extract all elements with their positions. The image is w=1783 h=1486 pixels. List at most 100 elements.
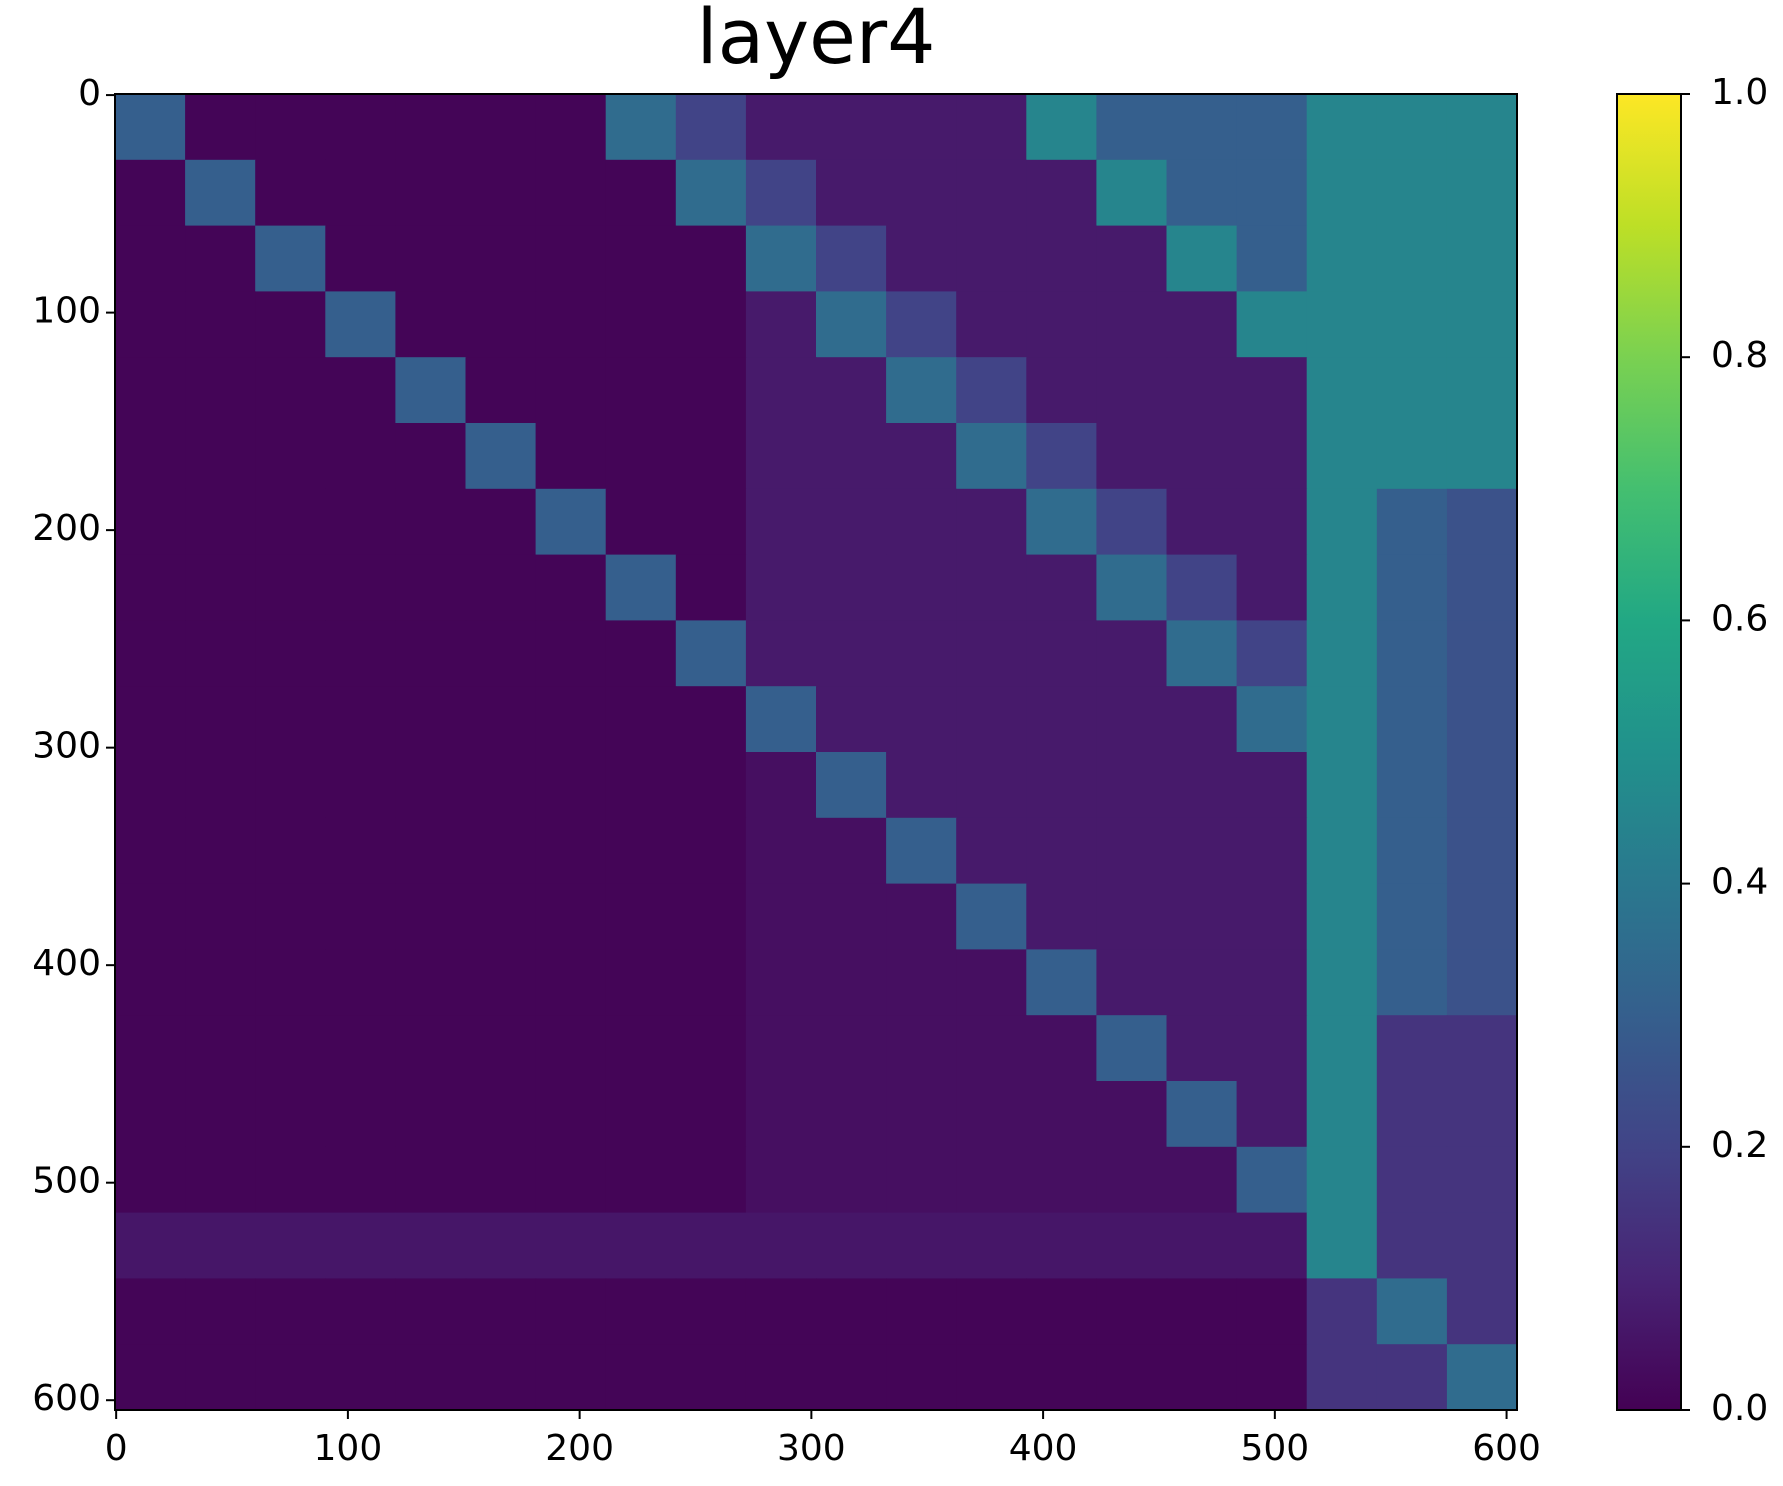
heatmap-cell xyxy=(185,949,256,1016)
heatmap-cell xyxy=(816,488,887,556)
heatmap-cell xyxy=(605,686,677,753)
heatmap-cell xyxy=(745,291,817,358)
heatmap-cell xyxy=(1096,1015,1168,1082)
heatmap-cell xyxy=(115,1146,186,1214)
colorbar-tick-label: 0.6 xyxy=(1711,598,1768,639)
y-tick-label: 200 xyxy=(32,508,101,549)
heatmap-cell xyxy=(745,1212,817,1279)
colorbar xyxy=(1616,93,1682,1411)
heatmap-cell xyxy=(1376,488,1448,556)
heatmap-cell xyxy=(535,357,607,424)
heatmap-cell xyxy=(255,488,326,556)
heatmap-cell xyxy=(325,1015,396,1082)
heatmap-cell xyxy=(1306,883,1378,950)
heatmap-cell xyxy=(1026,752,1097,819)
heatmap-cell xyxy=(816,1212,887,1279)
heatmap-cell xyxy=(395,1015,467,1082)
heatmap-cell xyxy=(255,1212,326,1279)
heatmap-cell xyxy=(1026,488,1097,556)
heatmap-cell xyxy=(886,159,957,227)
heatmap-cell xyxy=(465,554,537,621)
heatmap-cell xyxy=(886,1015,957,1082)
heatmap-cell xyxy=(886,1212,957,1279)
heatmap-cell xyxy=(1166,1081,1238,1148)
x-tick-label: 500 xyxy=(1240,1428,1309,1469)
heatmap-cell xyxy=(1446,357,1518,424)
heatmap-cell xyxy=(956,620,1027,687)
heatmap-cell xyxy=(675,1081,747,1148)
heatmap-cell xyxy=(745,883,817,950)
heatmap-cell xyxy=(465,357,537,424)
heatmap-cell xyxy=(325,1278,396,1345)
heatmap-cell xyxy=(1096,883,1168,950)
heatmap-cell xyxy=(886,554,957,621)
x-tick-label: 100 xyxy=(314,1428,383,1469)
heatmap-cell xyxy=(535,1015,607,1082)
heatmap-cell xyxy=(745,159,817,227)
heatmap-cell xyxy=(745,620,817,687)
heatmap-cell xyxy=(1446,225,1518,292)
heatmap-cell xyxy=(1376,1212,1448,1279)
heatmap-cell xyxy=(816,554,887,621)
heatmap-cell xyxy=(255,94,326,161)
heatmap-cell xyxy=(1026,554,1097,621)
heatmap-cell xyxy=(535,1081,607,1148)
heatmap-cell xyxy=(675,883,747,950)
heatmap-cell xyxy=(956,554,1027,621)
heatmap-cell xyxy=(1376,159,1448,227)
heatmap-cell xyxy=(535,159,607,227)
heatmap-cell xyxy=(1166,1146,1238,1214)
heatmap-cell xyxy=(886,620,957,687)
heatmap-cell xyxy=(115,159,186,227)
heatmap-cell xyxy=(395,883,467,950)
heatmap-cell xyxy=(1026,686,1097,753)
heatmap-cell xyxy=(325,357,396,424)
heatmap-cell xyxy=(1306,1212,1378,1279)
colorbar-tick-label: 1.0 xyxy=(1711,72,1768,113)
heatmap-cell xyxy=(745,1081,817,1148)
heatmap-cell xyxy=(1166,357,1238,424)
heatmap-cell xyxy=(395,1146,467,1214)
heatmap-cell xyxy=(816,752,887,819)
heatmap-cell xyxy=(675,1278,747,1345)
heatmap-cell xyxy=(535,1212,607,1279)
heatmap-cell xyxy=(1306,686,1378,753)
heatmap-cell xyxy=(956,159,1027,227)
heatmap-cell xyxy=(1376,1146,1448,1214)
heatmap-cell xyxy=(1236,883,1308,950)
heatmap-cell xyxy=(1096,686,1168,753)
heatmap-cell xyxy=(1026,1081,1097,1148)
heatmap-cell xyxy=(465,949,537,1016)
heatmap-cell xyxy=(956,752,1027,819)
heatmap-cell xyxy=(886,752,957,819)
heatmap-cell xyxy=(1306,423,1378,490)
heatmap-cell xyxy=(1376,620,1448,687)
heatmap-cell xyxy=(1306,620,1378,687)
heatmap-cell xyxy=(816,1146,887,1214)
heatmap-cell xyxy=(115,620,186,687)
heatmap-cell xyxy=(1026,1278,1097,1345)
heatmap-cell xyxy=(886,291,957,358)
heatmap-cell xyxy=(185,225,256,292)
heatmap-cell xyxy=(185,488,256,556)
heatmap-cell xyxy=(1376,1344,1448,1411)
heatmap-cell xyxy=(465,817,537,885)
heatmap-cell xyxy=(886,949,957,1016)
heatmap-cell xyxy=(1096,817,1168,885)
heatmap-cell xyxy=(325,488,396,556)
heatmap-cell xyxy=(1166,1344,1238,1411)
heatmap-cell xyxy=(465,423,537,490)
heatmap-cell xyxy=(115,1212,186,1279)
heatmap-cell xyxy=(185,1212,256,1279)
heatmap-cell xyxy=(1166,225,1238,292)
heatmap-cell xyxy=(1166,752,1238,819)
heatmap-cell xyxy=(255,1278,326,1345)
heatmap-cell xyxy=(1026,357,1097,424)
heatmap-cell xyxy=(1446,949,1518,1016)
heatmap-cell xyxy=(535,883,607,950)
heatmap-cell xyxy=(255,686,326,753)
heatmap-cell xyxy=(605,620,677,687)
heatmap-cell xyxy=(1376,752,1448,819)
heatmap-cell xyxy=(535,1146,607,1214)
